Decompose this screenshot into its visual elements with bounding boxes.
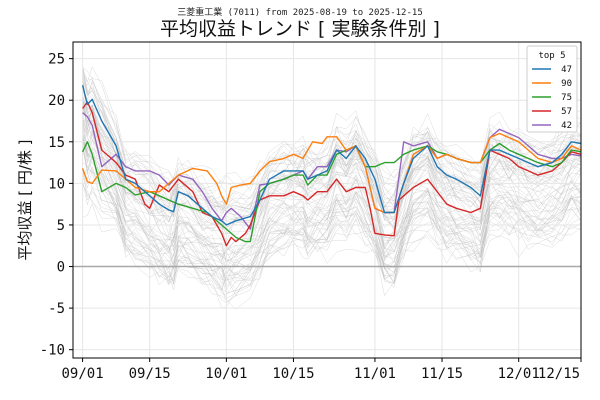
y-tick-label: 10 [48, 176, 65, 192]
background-series-line [82, 66, 582, 210]
background-series-line [82, 137, 582, 271]
y-tick-label: -5 [48, 301, 65, 317]
background-series-line [82, 106, 582, 213]
x-tick-label: 10/01 [205, 366, 247, 382]
x-tick-label: 12/15 [538, 366, 580, 382]
background-series-line [82, 79, 582, 263]
background-series-line [82, 147, 582, 280]
background-series-line [82, 162, 582, 304]
background-series-line [82, 125, 582, 302]
background-series-line [82, 180, 582, 285]
background-series-line [82, 172, 582, 275]
background-series-line [82, 104, 582, 287]
series-line-90 [81, 132, 582, 214]
legend-label-90: 90 [561, 79, 572, 89]
chart-subtitle: 三菱重工業 (7011) from 2025-08-19 to 2025-12-… [177, 8, 423, 18]
series-line-42 [82, 112, 582, 230]
background-series-line [82, 99, 582, 275]
background-series-line [82, 75, 582, 250]
y-tick-label: 20 [48, 93, 65, 109]
background-series-line [82, 75, 582, 255]
legend-label-57: 57 [561, 107, 572, 117]
x-tick-label: 10/15 [272, 366, 314, 382]
background-series-line [82, 142, 582, 262]
background-series-line [82, 95, 582, 241]
x-tick-label: 09/15 [129, 366, 171, 382]
background-series-line [82, 165, 582, 264]
plot-frame [72, 41, 582, 359]
x-tick-label: 11/01 [354, 366, 396, 382]
series-line-47 [81, 85, 582, 226]
background-series-line [82, 115, 582, 294]
series-line-75 [81, 141, 582, 243]
background-series-line [82, 93, 582, 258]
background-series-line [82, 135, 582, 296]
background-series-line [82, 101, 582, 232]
gridlines [73, 42, 581, 358]
y-tick-label: 0 [57, 260, 65, 276]
y-tick-label: -10 [40, 343, 65, 359]
x-tick-label: 12/01 [498, 366, 540, 382]
background-series-line [82, 66, 582, 214]
legend-label-75: 75 [561, 93, 572, 103]
background-series-line [82, 79, 582, 190]
legend: top 5 47 90 75 57 42 [526, 45, 578, 133]
x-tick-label: 11/15 [421, 366, 463, 382]
background-series-line [82, 133, 582, 262]
background-series-line [82, 126, 582, 261]
background-series-line [82, 73, 582, 203]
series-layer [81, 85, 582, 247]
legend-label-42: 42 [561, 121, 572, 131]
background-series-line [82, 112, 582, 205]
y-tick-label: 5 [57, 218, 65, 234]
background-series-line [82, 202, 582, 285]
y-tick-label: 25 [48, 52, 65, 68]
background-series-line [82, 77, 582, 243]
y-tick-label: 15 [48, 135, 65, 151]
background-series-line [82, 120, 582, 226]
background-series-line [82, 168, 582, 256]
background-series-line [82, 121, 582, 268]
x-tick-label: 09/01 [62, 366, 104, 382]
y-axis-ticks: -10 -5 0 5 10 15 20 25 [40, 52, 73, 359]
legend-title: top 5 [538, 51, 565, 61]
y-axis-label: 平均収益 [ 円/株 ] [16, 139, 34, 260]
legend-label-47: 47 [561, 65, 572, 75]
chart-title: 平均収益トレンド [ 実験条件別 ] [160, 18, 440, 40]
